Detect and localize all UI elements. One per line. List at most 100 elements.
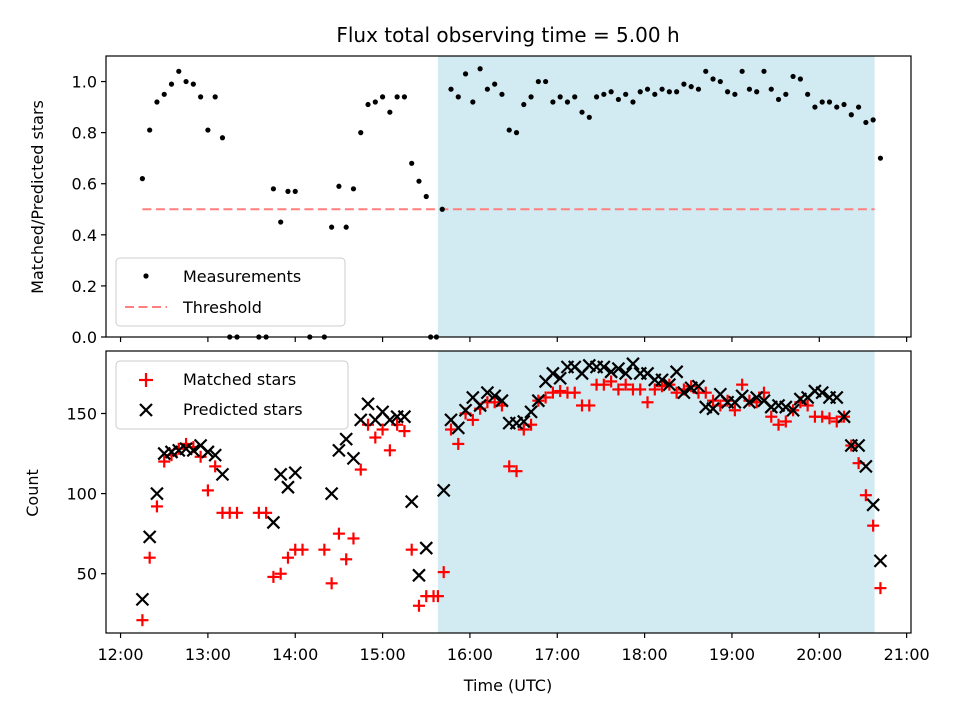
matched-star-point [517, 423, 530, 436]
measurement-point [285, 188, 291, 194]
predicted-star-point-b [757, 393, 771, 408]
predicted-star-point [779, 400, 793, 414]
measurement-point [790, 73, 796, 80]
predicted-star-point-b [837, 409, 851, 424]
measurement-point [557, 94, 563, 100]
top-panel-marks [139, 66, 884, 340]
predicted-star-point [517, 414, 531, 429]
predicted-star-point-b [524, 405, 538, 419]
measurement-point [477, 66, 483, 72]
bottom-legend: Matched stars Predicted stars [115, 360, 349, 430]
x-axis-label: Time (UTC) [463, 676, 552, 695]
measurement-point [841, 101, 847, 108]
predicted-star-point [669, 365, 684, 379]
bottom-y-axis-label: Count [23, 469, 42, 517]
matched-star-point [510, 465, 523, 478]
predicted-star-point-b [669, 365, 684, 379]
legend-matched-label: Matched stars [183, 370, 296, 389]
predicted-star-point [618, 366, 633, 381]
measurement-point [775, 96, 782, 103]
measurement-point [448, 86, 454, 92]
predicted-star-point-b [215, 467, 230, 482]
measurement-point [372, 99, 378, 105]
predicted-star-point [495, 393, 509, 408]
predicted-star-point-b [815, 385, 829, 400]
legend-predicted-marker [139, 403, 153, 417]
predicted-star-point-b [706, 401, 720, 416]
predicted-star-point-b [604, 365, 618, 379]
measurement-point [710, 76, 716, 82]
predicted-star-point-b [281, 480, 295, 494]
bottom-panel-frame [105, 350, 912, 634]
measurement-point [292, 188, 298, 194]
matched-star-point [641, 396, 654, 409]
predicted-star-point-b [786, 403, 800, 418]
measurement-point [834, 104, 840, 110]
predicted-star-point [346, 451, 361, 466]
measurement-point [401, 94, 408, 100]
measurement-point [805, 91, 811, 97]
predicted-star-point [150, 486, 164, 501]
predicted-star-point-b [208, 448, 222, 462]
predicted-star-point-b [553, 371, 567, 386]
predicted-star-point-b [487, 389, 502, 403]
predicted-star-point [208, 448, 222, 462]
predicted-star-point-b [859, 459, 873, 474]
matched-star-point [376, 423, 389, 436]
measurement-point [739, 68, 745, 74]
bottom-x-tick-label: 13:00 [185, 645, 231, 664]
predicted-star-point-b [779, 400, 793, 414]
measurement-point [732, 91, 738, 97]
matched-star-point [340, 553, 353, 566]
predicted-star-point-b [466, 390, 480, 405]
bottom-y-tick-label: 100 [66, 485, 97, 504]
matched-star-point [274, 567, 287, 580]
predicted-star-point-b [375, 405, 390, 419]
bottom-x-tick-label: 21:00 [884, 645, 930, 664]
predicted-star-point-b [142, 530, 157, 544]
measurement-point [535, 78, 541, 85]
predicted-star-point [829, 390, 844, 405]
predicted-star-point-b [495, 393, 509, 408]
predicted-star-point [419, 541, 434, 555]
measurement-point [754, 89, 760, 95]
matched-star-point [158, 455, 171, 468]
predicted-star-point [706, 401, 720, 416]
predicted-star-point-b [531, 393, 546, 408]
matched-star-point [150, 500, 163, 513]
matched-star-point [488, 396, 501, 409]
bottom-x-tick-label: 19:00 [709, 645, 755, 664]
measurement-point [423, 193, 429, 200]
matched-star-point [699, 386, 712, 399]
chart-title: Flux total observing time = 5.00 h [336, 23, 679, 47]
predicted-star-point-b [332, 443, 346, 458]
matched-star-point [772, 418, 785, 431]
measurement-point [455, 94, 461, 100]
measurement-point [278, 219, 284, 225]
predicted-star-point [815, 385, 829, 400]
matched-star-point [398, 425, 411, 438]
measurement-point [783, 91, 789, 97]
measurement-point [644, 86, 651, 92]
matched-star-point [779, 415, 792, 428]
measurement-point [219, 135, 226, 141]
matched-star-point [466, 413, 479, 426]
matched-star-point [634, 383, 647, 396]
bottom-y-tick-label: 150 [66, 404, 97, 423]
measurement-point [379, 94, 386, 100]
matched-star-point [405, 543, 418, 556]
matched-star-point [568, 386, 581, 399]
matched-star-point [260, 506, 273, 519]
predicted-star-point-b [201, 445, 215, 459]
matched-star-point [874, 582, 887, 595]
predicted-star-point-b [458, 403, 473, 418]
matched-star-point [267, 570, 280, 583]
measurement-point [528, 94, 534, 100]
measurement-point [768, 86, 774, 92]
matched-star-point [728, 404, 741, 417]
predicted-star-point-b [567, 360, 582, 374]
predicted-star-point [655, 373, 669, 387]
bottom-x-tick-label: 20:00 [796, 645, 842, 664]
measurement-point [615, 96, 622, 103]
